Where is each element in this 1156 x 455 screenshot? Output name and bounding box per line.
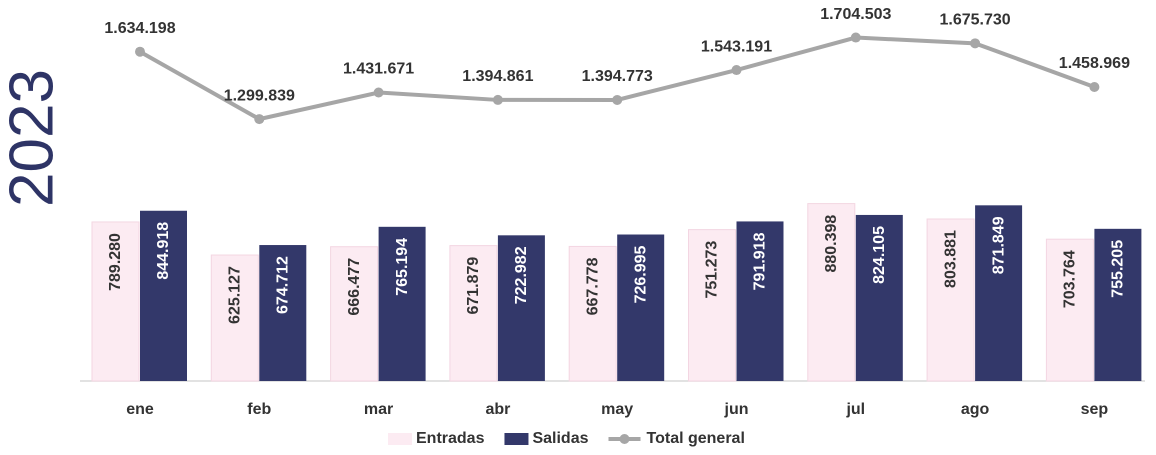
bar [568,245,617,382]
bar [807,203,856,382]
line-marker [850,32,861,43]
data-label: 1.394.773 [582,68,653,85]
legend-label: Salidas [532,430,588,447]
data-label: 1.675.730 [940,12,1011,29]
data-label: 1.394.861 [462,68,533,85]
legend-marker [619,434,630,444]
x-tick-label: jun [724,401,749,418]
bar [330,246,379,382]
x-tick-label: ago [961,401,990,418]
x-tick-label: ene [126,401,154,418]
data-label: 1.634.198 [104,20,175,37]
data-label: 791.918 [752,232,769,290]
legend-swatch [388,433,412,445]
x-tick-label: mar [364,401,393,418]
data-label: 789.280 [107,233,124,291]
line-marker [1089,82,1100,93]
bar [975,205,1023,381]
bar [140,210,187,381]
data-label: 666.477 [346,258,363,316]
data-label: 1.299.839 [224,87,295,104]
data-label: 722.982 [513,246,530,304]
bar [617,234,665,381]
data-label: 674.712 [275,256,292,314]
x-tick-label: feb [247,401,271,418]
bar [926,218,975,382]
data-label: 1.543.191 [701,38,772,55]
data-label: 880.398 [823,215,840,273]
bar [378,226,426,381]
data-label: 1.704.503 [820,6,891,23]
data-label: 671.879 [465,257,482,315]
data-label: 751.273 [704,241,721,299]
bar [855,214,903,381]
x-tick-label: jul [845,401,865,418]
bar [91,221,140,382]
data-label: 1.431.671 [343,61,414,78]
chart-title: 2023 [0,69,66,207]
bar [497,235,545,381]
bar [259,245,307,381]
data-label: 844.918 [155,222,172,280]
data-label: 755.205 [1110,240,1127,298]
line-marker [970,38,981,49]
bar [1045,238,1094,382]
line-marker [612,94,623,105]
x-tick-label: sep [1081,401,1109,418]
data-label: 803.881 [942,230,959,288]
bar [1094,228,1142,381]
line-marker [373,87,384,98]
x-tick-label: abr [485,401,510,418]
data-label: 667.778 [584,257,601,315]
line-marker [135,46,145,57]
legend-swatch [504,433,529,445]
data-label: 625.127 [227,266,244,324]
legend-label: Total general [647,430,745,447]
data-label: 824.105 [871,226,888,284]
data-label: 703.764 [1062,250,1079,308]
line-marker [731,65,742,76]
bar [688,229,736,382]
bar [210,254,259,382]
data-label: 726.995 [632,245,649,303]
data-label: 1.458.969 [1059,55,1130,72]
x-tick-label: may [601,401,633,418]
bar [449,245,498,382]
legend-label: Entradas [416,430,485,447]
line-marker [254,114,265,125]
line-marker [492,94,503,105]
data-label: 871.849 [990,216,1007,274]
data-label: 765.194 [394,238,411,296]
bar [736,221,784,381]
